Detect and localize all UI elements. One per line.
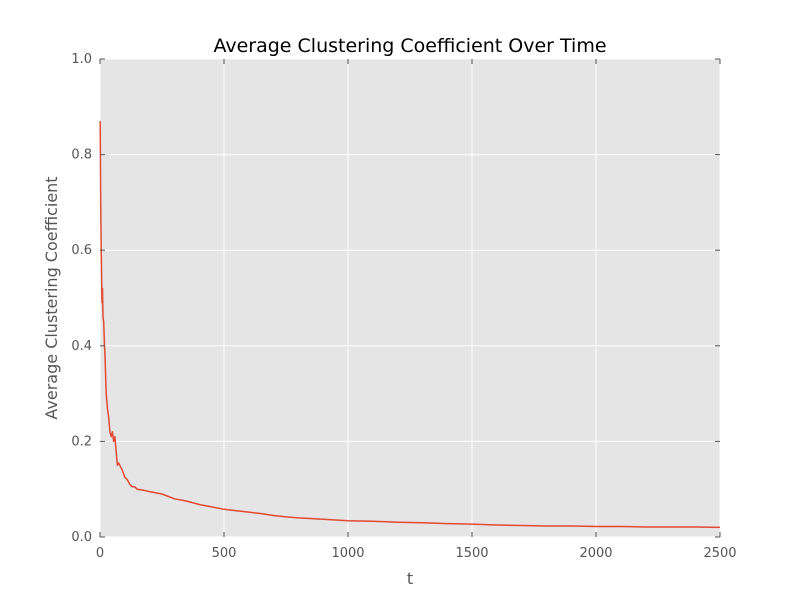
x-tick-label: 0 bbox=[96, 546, 104, 561]
x-tick-label: 1500 bbox=[455, 546, 488, 561]
x-tick-labels: 0 500 1000 1500 2000 2500 bbox=[96, 546, 737, 561]
x-axis-label: t bbox=[407, 569, 413, 588]
chart-title: Average Clustering Coefficient Over Time bbox=[213, 35, 606, 57]
y-tick-labels: 0.0 0.2 0.4 0.6 0.8 1.0 bbox=[71, 52, 92, 545]
y-tick-label: 0.4 bbox=[71, 339, 92, 354]
tick-marks bbox=[99, 58, 721, 538]
y-tick-label: 0.0 bbox=[71, 530, 92, 545]
x-tick-label: 1000 bbox=[331, 546, 364, 561]
x-tick-label: 500 bbox=[212, 546, 237, 561]
y-tick-label: 0.8 bbox=[71, 148, 92, 163]
grid bbox=[99, 58, 721, 538]
y-tick-label: 0.6 bbox=[71, 243, 92, 258]
y-axis-label: Average Clustering Coefficient bbox=[42, 176, 61, 419]
x-tick-label: 2000 bbox=[579, 546, 612, 561]
series-layer bbox=[99, 121, 721, 529]
plot-area bbox=[100, 59, 720, 537]
y-tick-label: 0.2 bbox=[71, 434, 92, 449]
y-tick-label: 1.0 bbox=[71, 52, 92, 67]
x-tick-label: 2500 bbox=[703, 546, 736, 561]
series-line bbox=[99, 121, 721, 529]
